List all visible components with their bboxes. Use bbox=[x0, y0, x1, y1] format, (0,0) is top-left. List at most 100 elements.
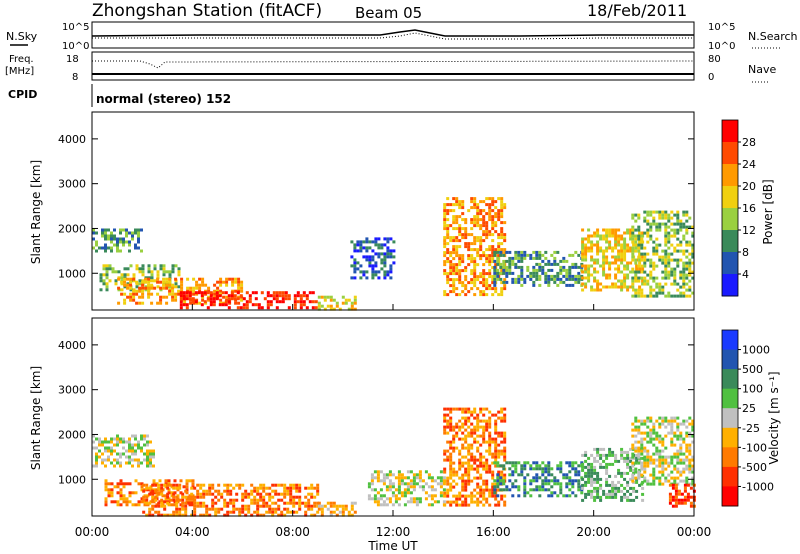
echo-cell bbox=[649, 431, 653, 435]
echo-cell bbox=[467, 233, 471, 237]
echo-cell bbox=[629, 498, 633, 502]
echo-cell bbox=[107, 449, 110, 453]
echo-cell bbox=[550, 467, 554, 471]
echo-cell bbox=[649, 428, 653, 432]
echo-cell bbox=[676, 425, 680, 429]
echo-cell bbox=[388, 473, 392, 477]
echo-cell bbox=[629, 228, 633, 232]
echo-cell bbox=[532, 461, 536, 465]
colorbar-tick-label: 1000 bbox=[742, 344, 770, 357]
echo-cell bbox=[215, 294, 219, 298]
echo-cell bbox=[547, 464, 551, 468]
echo-cell bbox=[535, 271, 539, 275]
echo-cell bbox=[446, 236, 450, 240]
echo-cell bbox=[649, 210, 653, 214]
echo-cell bbox=[620, 285, 624, 289]
echo-cell bbox=[467, 476, 471, 480]
echo-cell bbox=[338, 510, 342, 514]
echo-cell bbox=[635, 267, 639, 271]
echo-cell bbox=[467, 470, 471, 474]
echo-cell bbox=[664, 228, 668, 232]
echo-cell bbox=[286, 489, 290, 493]
echo-cell bbox=[646, 458, 650, 462]
echo-cell bbox=[593, 243, 597, 247]
echo-cell bbox=[629, 249, 633, 253]
echo-cell bbox=[497, 431, 501, 435]
colorbar-swatch bbox=[722, 486, 738, 507]
echo-cell bbox=[239, 306, 243, 310]
echo-cell bbox=[443, 242, 447, 246]
echo-cell bbox=[332, 504, 336, 508]
echo-cell bbox=[605, 492, 609, 496]
echo-cell bbox=[485, 221, 489, 225]
echo-cell bbox=[389, 270, 393, 274]
echo-cell bbox=[391, 473, 395, 477]
echo-cell bbox=[640, 482, 644, 486]
echo-cell bbox=[247, 510, 251, 514]
echo-cell bbox=[674, 504, 678, 508]
echo-cell bbox=[499, 479, 503, 483]
echo-cell bbox=[679, 473, 683, 477]
echo-cell bbox=[508, 479, 512, 483]
echo-cell bbox=[461, 260, 465, 264]
echo-cell bbox=[223, 489, 227, 493]
echo-cell bbox=[685, 228, 689, 232]
echo-cell bbox=[455, 200, 459, 204]
echo-cell bbox=[470, 467, 474, 471]
echo-cell bbox=[458, 458, 462, 462]
echo-cell bbox=[485, 257, 489, 261]
echo-cell bbox=[679, 240, 683, 244]
echo-cell bbox=[614, 255, 618, 259]
echo-cell bbox=[541, 479, 545, 483]
echo-cell bbox=[458, 257, 462, 261]
echo-cell bbox=[186, 277, 190, 281]
echo-cell bbox=[418, 479, 422, 483]
echo-cell bbox=[473, 272, 477, 276]
echo-cell bbox=[268, 507, 272, 511]
echo-cell bbox=[491, 203, 495, 207]
echo-cell bbox=[455, 248, 459, 252]
echo-cell bbox=[652, 264, 656, 268]
echo-cell bbox=[673, 416, 677, 420]
echo-cell bbox=[202, 495, 206, 499]
echo-cell bbox=[634, 428, 638, 432]
echo-cell bbox=[119, 452, 122, 456]
echo-cell bbox=[464, 218, 468, 222]
echo-cell bbox=[296, 300, 300, 304]
echo-cell bbox=[418, 485, 422, 489]
echo-cell bbox=[643, 431, 647, 435]
echo-cell bbox=[452, 287, 456, 291]
echo-cell bbox=[350, 504, 354, 508]
echo-cell bbox=[608, 285, 612, 289]
echo-cell bbox=[664, 294, 668, 298]
echo-cell bbox=[256, 504, 260, 508]
echo-cell bbox=[310, 495, 314, 499]
echo-cell bbox=[148, 501, 152, 505]
echo-cell bbox=[159, 286, 163, 290]
echo-cell bbox=[439, 482, 443, 486]
echo-cell bbox=[602, 447, 606, 451]
echo-cell bbox=[667, 219, 671, 223]
echo-cell bbox=[502, 265, 506, 269]
echo-cell bbox=[596, 453, 600, 457]
echo-cell bbox=[500, 206, 504, 210]
echo-cell bbox=[92, 231, 95, 235]
echo-cell bbox=[455, 272, 459, 276]
echo-cell bbox=[482, 419, 486, 423]
echo-cell bbox=[497, 242, 501, 246]
echo-cell bbox=[541, 467, 545, 471]
echo-cell bbox=[503, 248, 507, 252]
echo-cell bbox=[482, 503, 486, 507]
echo-cell bbox=[685, 282, 689, 286]
echo-cell bbox=[99, 276, 103, 280]
echo-cell bbox=[596, 480, 600, 484]
echo-cell bbox=[658, 222, 662, 226]
echo-cell bbox=[307, 501, 311, 505]
echo-cell bbox=[371, 249, 375, 253]
echo-cell bbox=[688, 458, 692, 462]
echo-cell bbox=[664, 416, 668, 420]
echo-cell bbox=[553, 491, 557, 495]
echo-cell bbox=[473, 500, 477, 504]
echo-cell bbox=[117, 301, 121, 305]
echo-cell bbox=[599, 483, 603, 487]
